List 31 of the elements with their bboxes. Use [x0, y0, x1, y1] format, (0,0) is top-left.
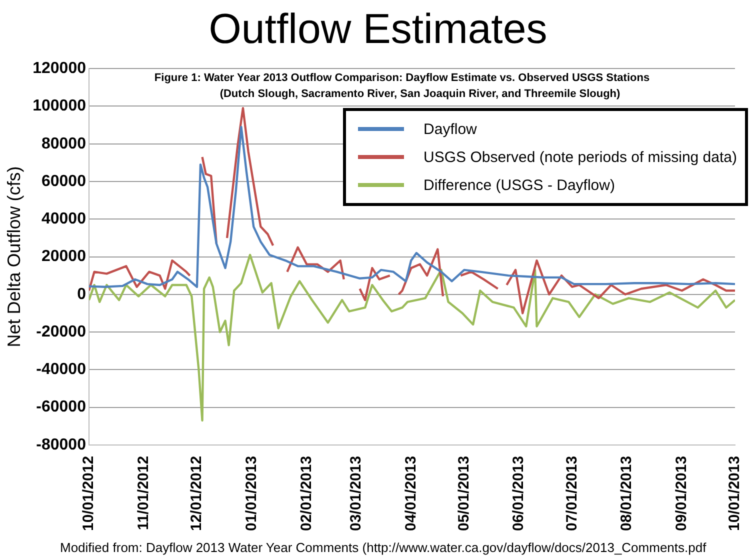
- x-tick-label: 05/01/2013: [455, 456, 472, 532]
- y-tick-label: -80000: [36, 436, 86, 454]
- x-tick-label: 10/01/2012: [80, 456, 98, 532]
- y-tick-label: 60000: [41, 172, 86, 190]
- x-tick-label: 01/01/2013: [242, 456, 260, 532]
- x-tick-label: 08/01/2013: [618, 456, 636, 532]
- y-tick-label: 20000: [41, 248, 86, 266]
- legend-label: Dayflow: [424, 120, 477, 138]
- y-tick-label: 120000: [32, 60, 86, 78]
- x-tick-label: 12/01/2012: [188, 456, 206, 532]
- y-tick-label: -60000: [36, 398, 86, 416]
- x-tick-label: 03/01/2013: [347, 456, 364, 532]
- x-tick-label: 04/01/2013: [402, 456, 420, 532]
- x-tick-label: 11/01/2012: [135, 456, 152, 530]
- text: Figure 1: Water Year 2013 Outflow Comparison: Dayflow Estimate vs. Observed USGS Stations (Dutch Slough, Sacramento River, San Joaquin River, and Threemile Slough): [154, 72, 650, 100]
- y-tick-label: -20000: [36, 323, 86, 340]
- x-tick-label: 02/01/2013: [298, 456, 315, 532]
- y-axis-title: Net Delta Outflow (cfs): [4, 166, 24, 348]
- x-tick-label: 09/01/2013: [673, 456, 690, 532]
- chart-title: Outflow Estimates: [208, 4, 548, 54]
- text: Modified from: Dayflow 2013 Water Year Comments (http://www.water.ca.gov/dayflow/docs/2013_Comments.pdf: [60, 540, 706, 555]
- legend-label: Difference (USGS - Dayflow): [424, 176, 615, 194]
- legend-label: USGS Observed (note periods of missing data): [424, 148, 737, 166]
- y-tick-label: -40000: [36, 361, 86, 378]
- y-tick-label: 80000: [41, 135, 86, 152]
- y-tick-label: 0: [77, 286, 86, 303]
- x-tick-label: 06/01/2013: [510, 456, 528, 532]
- x-tick-label: 10/01/2013: [726, 456, 744, 532]
- y-tick-label: 40000: [41, 210, 86, 228]
- y-tick-label: 100000: [32, 98, 86, 115]
- x-tick-label: 07/01/2013: [563, 456, 580, 532]
